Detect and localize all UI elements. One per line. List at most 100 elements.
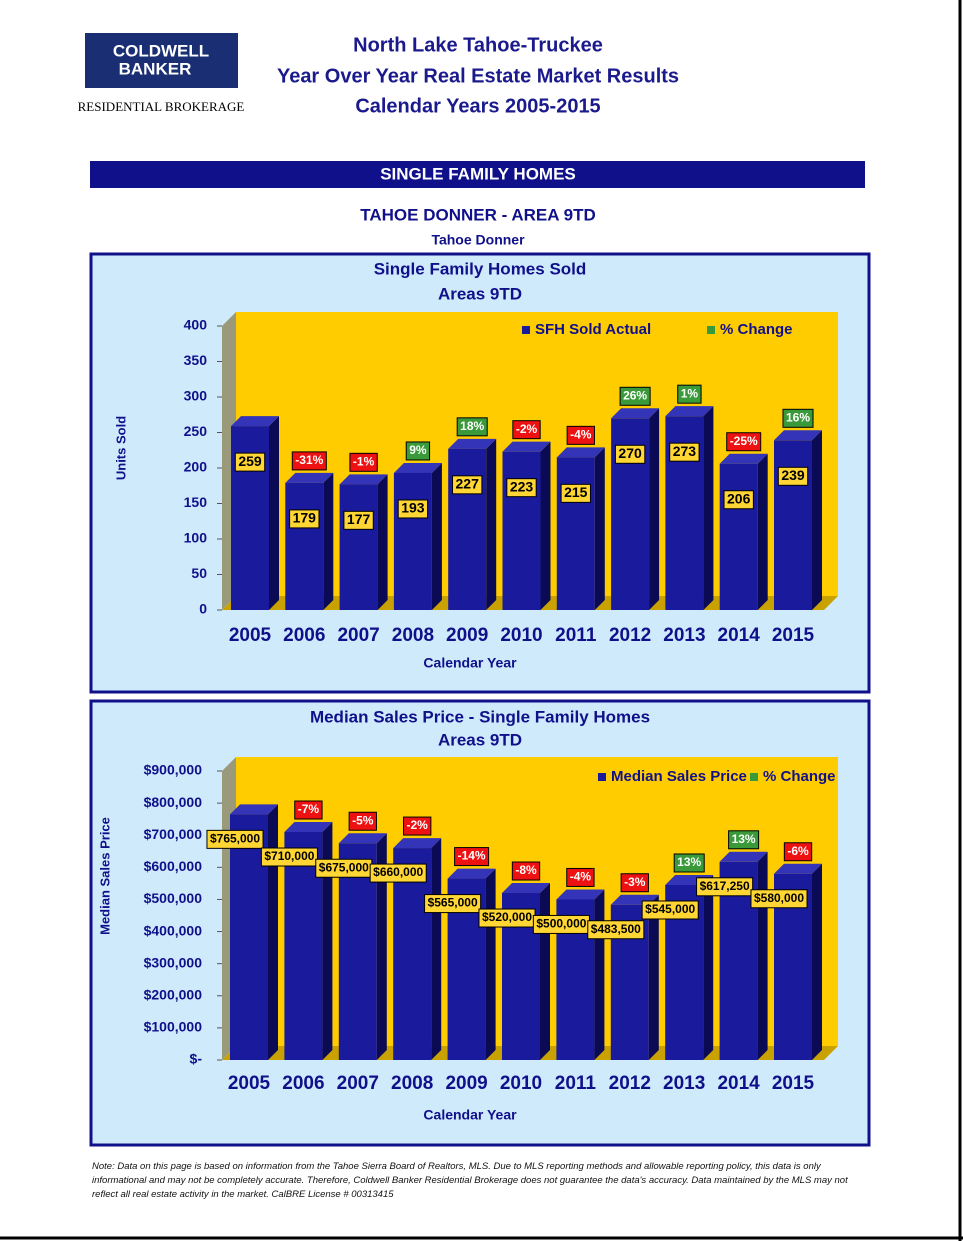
- y-tick-label: $800,000: [144, 794, 203, 810]
- legend-swatch: [750, 773, 758, 781]
- change-label: 16%: [786, 410, 810, 424]
- data-label: $565,000: [428, 896, 478, 910]
- data-label: 239: [781, 467, 805, 483]
- bar-side: [269, 416, 279, 610]
- x-tick-label: 2010: [500, 1073, 542, 1094]
- bar-side: [703, 874, 714, 1060]
- data-label: $617,250: [700, 879, 750, 893]
- data-label: 206: [727, 490, 751, 506]
- data-label: 270: [618, 445, 642, 461]
- bar-top: [393, 838, 442, 849]
- y-tick-label: $700,000: [144, 826, 203, 842]
- label-box: [424, 894, 482, 914]
- bar-top: [774, 430, 822, 441]
- bar-top: [665, 406, 714, 417]
- x-tick-label: 2006: [283, 625, 325, 646]
- label-box: [587, 920, 645, 940]
- chart-title: Single Family Homes Sold: [374, 259, 587, 278]
- data-label: 259: [238, 453, 262, 469]
- title: Calendar Years 2005-2015: [355, 95, 600, 117]
- label-box: [728, 830, 760, 850]
- label-box: [403, 816, 432, 836]
- y-axis-label: Units Sold: [113, 416, 128, 480]
- bar-side: [649, 408, 660, 610]
- label-box: [343, 510, 374, 530]
- x-tick-label: 2009: [445, 1073, 487, 1094]
- bar-top: [502, 883, 550, 894]
- x-tick-label: 2011: [555, 625, 597, 646]
- bar-side: [485, 868, 496, 1060]
- logo-text: COLDWELL: [113, 41, 209, 60]
- data-label: $710,000: [264, 849, 314, 863]
- x-tick-label: 2015: [772, 625, 815, 646]
- x-tick-label: 2013: [663, 625, 705, 646]
- bar: [285, 482, 324, 610]
- x-tick-label: 2005: [228, 1073, 271, 1094]
- data-label: 215: [564, 484, 588, 500]
- label-box: [452, 475, 483, 495]
- bar-side: [377, 474, 388, 610]
- change-label: 13%: [732, 832, 756, 846]
- label-box: [566, 867, 595, 887]
- x-axis-label: Calendar Year: [423, 655, 517, 671]
- y-tick-label: 350: [184, 352, 208, 368]
- data-label: $500,000: [536, 917, 586, 931]
- change-label: -4%: [570, 870, 592, 884]
- change-label: -31%: [295, 453, 323, 467]
- bar-side: [376, 833, 387, 1060]
- label-box: [397, 499, 429, 519]
- bar-top: [393, 462, 442, 473]
- section-bar: [90, 161, 865, 188]
- y-tick-label: 400: [184, 317, 208, 333]
- data-label: $520,000: [482, 910, 532, 924]
- bar-top: [719, 453, 768, 464]
- change-label: -14%: [458, 849, 486, 863]
- data-label: $545,000: [645, 902, 695, 916]
- change-label: -3%: [624, 875, 646, 889]
- legend-label: % Change: [720, 321, 793, 338]
- label-box: [349, 452, 378, 472]
- label-box: [726, 432, 762, 452]
- logo-sub: RESIDENTIAL BROKERAGE: [78, 99, 245, 114]
- bar-side: [322, 822, 333, 1060]
- bar-side: [757, 453, 768, 610]
- y-axis-label: Median Sales Price: [97, 817, 112, 935]
- bar-side: [540, 441, 551, 610]
- y-tick-label: $900,000: [144, 762, 203, 778]
- bar-top: [230, 804, 278, 815]
- bar-side: [431, 838, 442, 1060]
- x-tick-label: 2008: [391, 1073, 433, 1094]
- bar: [719, 463, 758, 610]
- label-box: [289, 509, 320, 529]
- x-tick-label: 2010: [500, 625, 542, 646]
- legend-label: Median Sales Price: [611, 768, 747, 785]
- area-subtitle: Tahoe Donner: [431, 232, 525, 248]
- label-box: [206, 829, 264, 849]
- label-box: [405, 441, 431, 461]
- label-box: [456, 417, 488, 437]
- bar-top: [719, 851, 768, 862]
- bar-side: [594, 889, 605, 1060]
- note: Note: Data on this page is based on info…: [92, 1161, 848, 1200]
- label-box: [723, 490, 754, 510]
- bar-top: [284, 822, 333, 833]
- logo-text: BANKER: [119, 59, 192, 78]
- bar-top: [338, 833, 387, 844]
- label-box: [619, 386, 651, 406]
- y-tick-label: 150: [184, 494, 208, 510]
- bar-side: [648, 894, 659, 1060]
- bar-top: [285, 472, 334, 483]
- label-box: [369, 863, 427, 883]
- label-box: [291, 451, 327, 471]
- x-tick-label: 2014: [717, 1073, 760, 1094]
- change-label: 26%: [623, 388, 647, 402]
- legend-swatch: [707, 326, 715, 334]
- bar: [556, 457, 595, 610]
- data-label: 193: [401, 500, 425, 516]
- x-tick-label: 2006: [282, 1073, 324, 1094]
- label-box: [348, 811, 377, 831]
- chart-title: Median Sales Price - Single Family Homes: [310, 707, 650, 726]
- x-tick-label: 2014: [718, 625, 761, 646]
- y-tick-label: $400,000: [144, 922, 203, 938]
